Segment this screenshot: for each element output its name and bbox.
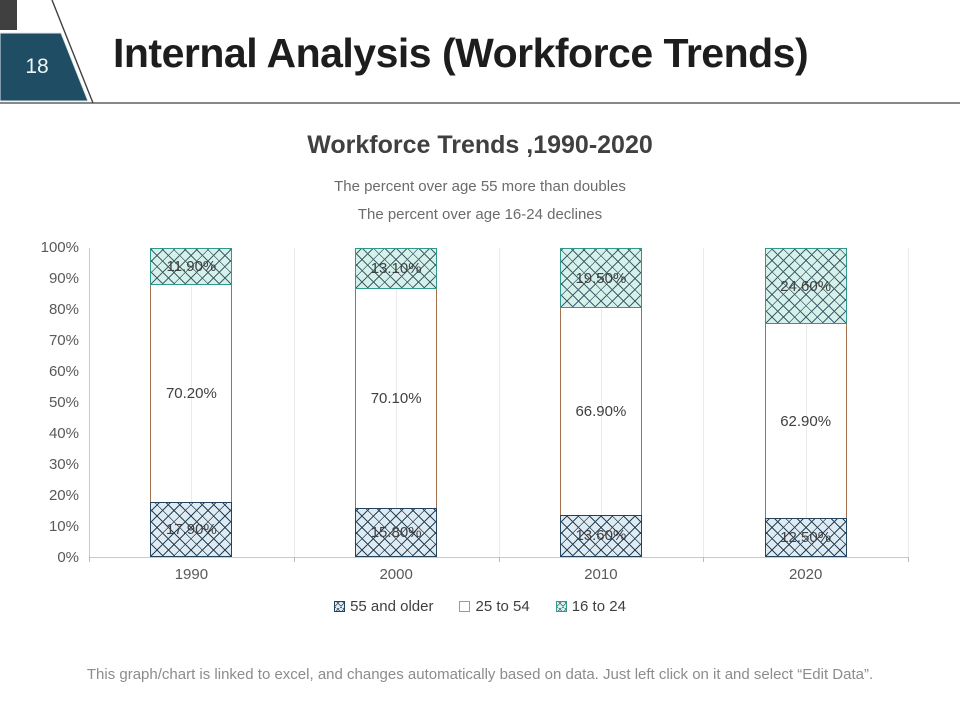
segment-55-and-older: 15.80% (355, 507, 438, 557)
segment-16-to-24: 19.50% (559, 248, 642, 309)
y-axis-tick-label: 60% (48, 363, 79, 380)
segment-55-and-older: 12.50% (764, 518, 847, 557)
slide-title: Internal Analysis (Workforce Trends) (113, 30, 809, 76)
legend-item-25-to-54: 25 to 54 (459, 597, 530, 615)
legend-swatch-icon (334, 600, 346, 612)
v-gridline (805, 248, 807, 557)
y-axis-tick-label: 100% (40, 239, 79, 256)
legend-swatch-icon (555, 600, 567, 612)
plot-area: 17.90% 70.20% 11.90% 15.80% 70.10% 13.10% 13.6… (89, 248, 909, 562)
segment-25-to-54: 70.20% (150, 284, 233, 502)
x-axis-tick (293, 557, 295, 562)
legend-label: 25 to 54 (475, 597, 530, 615)
segment-25-to-54: 66.90% (559, 308, 642, 515)
legend-swatch-icon (459, 600, 471, 612)
v-gridline (191, 248, 193, 557)
data-label: 62.90% (780, 412, 832, 430)
y-axis-tick-label: 70% (48, 332, 79, 349)
y-axis-tick-label: 0% (57, 549, 79, 566)
page-number-trapezoid (0, 32, 89, 102)
data-label: 19.50% (575, 269, 627, 287)
segment-55-and-older: 13.60% (559, 514, 642, 557)
data-label: 24.60% (780, 277, 832, 295)
segment-25-to-54: 62.90% (764, 324, 847, 519)
bar-2020: 12.50% 62.90% 24.60% (764, 248, 847, 557)
data-label: 70.20% (165, 384, 217, 402)
y-axis-tick-label: 40% (48, 425, 79, 442)
data-label: 12.50% (780, 529, 832, 547)
x-axis-category-label: 2020 (788, 566, 823, 583)
y-axis-tick-label: 20% (48, 487, 79, 504)
bar-2000: 15.80% 70.10% 13.10% (355, 248, 438, 557)
v-gridline (293, 248, 295, 557)
corner-gray-box (0, 0, 17, 30)
segment-25-to-54: 70.10% (355, 288, 438, 508)
data-label: 17.90% (165, 520, 217, 538)
legend-label: 55 and older (350, 597, 434, 615)
segment-16-to-24: 13.10% (355, 248, 438, 289)
legend-label: 16 to 24 (571, 597, 626, 615)
y-axis-tick-label: 10% (48, 518, 79, 535)
x-axis-tick (89, 557, 90, 562)
diagonal-line (51, 0, 94, 104)
legend-item-55-and-older: 55 and older (334, 598, 433, 615)
bar-1990: 17.90% 70.20% 11.90% (150, 248, 233, 557)
segment-55-and-older: 17.90% (150, 501, 233, 557)
v-gridline (498, 248, 500, 557)
x-axis-tick (498, 557, 500, 562)
footer-note: This graph/chart is linked to excel, and… (86, 666, 874, 683)
chart-legend: 55 and older 25 to 54 16 to 24 (0, 596, 960, 616)
header-decoration (0, 0, 960, 104)
y-axis-tick-label: 30% (48, 456, 79, 473)
y-axis-tick-label: 90% (48, 270, 79, 287)
page-number: 18 (25, 55, 49, 78)
v-gridline (703, 248, 705, 557)
legend-item-16-to-24: 16 to 24 (555, 597, 626, 615)
y-axis-tick-label: 50% (48, 394, 79, 411)
x-axis-category-label: 1990 (174, 566, 209, 583)
x-axis-tick (908, 557, 909, 562)
data-label: 13.10% (370, 259, 422, 277)
data-label: 70.10% (370, 389, 422, 407)
v-gridline (396, 248, 398, 557)
chart-title: Workforce Trends ,1990-2020 (307, 131, 653, 159)
v-gridline (600, 248, 602, 557)
data-label: 66.90% (575, 403, 627, 421)
data-label: 11.90% (166, 257, 217, 275)
data-label: 15.80% (370, 523, 422, 541)
y-axis-tick-label: 80% (48, 301, 79, 318)
v-gridline (908, 248, 909, 557)
data-label: 13.60% (575, 527, 627, 545)
bar-2010: 13.60% 66.90% 19.50% (559, 248, 642, 557)
y-axis-line (89, 248, 90, 557)
chart-subtitle-1: The percent over age 55 more than double… (334, 178, 626, 195)
x-axis-category-label: 2000 (379, 566, 413, 583)
segment-16-to-24: 11.90% (150, 248, 233, 285)
x-axis-category-label: 2010 (584, 566, 618, 583)
segment-16-to-24: 24.60% (764, 248, 847, 325)
x-axis-tick (703, 557, 705, 562)
chart-subtitle-2: The percent over age 16-24 declines (357, 206, 603, 223)
